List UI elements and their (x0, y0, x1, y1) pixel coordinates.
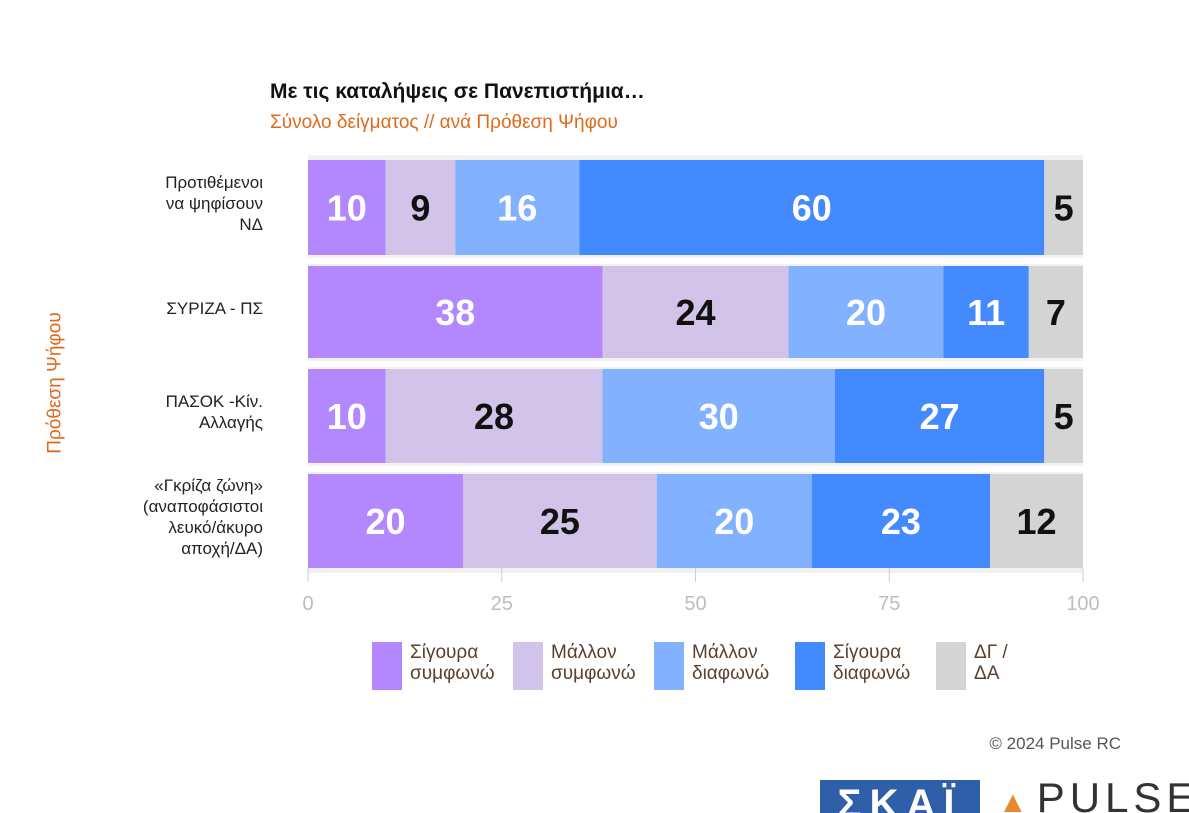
bar-segment (602, 369, 835, 463)
skai-logo: ΣΚΑΪ (820, 780, 980, 813)
legend-swatch (513, 642, 543, 690)
legend-label: Σίγουρα διαφωνώ (833, 642, 911, 684)
bar-segment (811, 474, 990, 568)
bar-segment (385, 160, 456, 255)
chart-subtitle: Σύνολο δείγματος // ανά Πρόθεση Ψήφου (270, 112, 618, 133)
x-tick-label: 0 (302, 593, 313, 615)
x-tick-label: 75 (878, 593, 900, 615)
pulse-logo-text: PULSE (1036, 774, 1189, 813)
category-label: ΠΑΣΟΚ -Κίν. Αλλαγής (165, 392, 263, 432)
bar-segment (1044, 369, 1083, 463)
legend-swatch (795, 642, 825, 690)
data-label: 60 (792, 188, 832, 229)
bar-segment (1044, 160, 1083, 255)
data-label: 25 (540, 501, 580, 542)
legend-item: Μάλλον συμφωνώ (513, 642, 650, 690)
data-label: 16 (497, 188, 537, 229)
bar-segment (385, 369, 603, 463)
legend-label: Σίγουρα συμφωνώ (410, 642, 495, 684)
bar-segment (455, 160, 580, 255)
bar-segment (308, 474, 463, 568)
legend-item: Σίγουρα διαφωνώ (795, 642, 932, 690)
x-tick-label: 100 (1066, 593, 1099, 615)
data-label: 20 (714, 501, 754, 542)
logos-strip: ΣΚΑΪ ▲PULSE (820, 774, 1189, 813)
bar-segment (1028, 266, 1083, 358)
flame-icon: ▲ (998, 786, 1033, 813)
x-tick-label: 25 (491, 593, 513, 615)
data-label: 12 (1016, 501, 1056, 542)
copyright-text: © 2024 Pulse RC (989, 734, 1121, 753)
legend-swatch (654, 642, 684, 690)
category-label: «Γκρίζα ζώνη» (αναποφάσιστοι λευκό/άκυρο… (142, 476, 263, 558)
data-label: 38 (435, 292, 475, 333)
bar-segment (463, 474, 657, 568)
category-label: ΣΥΡΙΖΑ - ΠΣ (166, 298, 263, 318)
legend-swatch (372, 642, 402, 690)
chart-title: Με τις καταλήψεις σε Πανεπιστήμια… (270, 80, 645, 103)
data-label: 7 (1046, 292, 1066, 333)
legend-item: Σίγουρα συμφωνώ (372, 642, 509, 690)
bar-segment (308, 369, 386, 463)
x-tick-label: 50 (684, 593, 706, 615)
legend-label: Μάλλον συμφωνώ (551, 642, 636, 684)
bar-segment (308, 266, 603, 358)
bar-segment (656, 474, 812, 568)
legend: Σίγουρα συμφωνώ Μάλλον συμφωνώ Μάλλον διαφ… (372, 642, 1026, 690)
data-label: 9 (410, 188, 430, 229)
bar-segment (835, 369, 1045, 463)
bar-segment (943, 266, 1029, 358)
bar-segment (602, 266, 789, 358)
data-label: 24 (675, 292, 715, 333)
data-label: 20 (365, 501, 405, 542)
data-label: 28 (474, 396, 514, 437)
data-label: 23 (881, 501, 921, 542)
category-label: Προτιθέμενοι να ψηφίσουν ΝΔ (165, 173, 263, 234)
data-label: 27 (920, 396, 960, 437)
legend-item: ΔΓ / ΔΑ (936, 642, 1026, 690)
data-label: 20 (846, 292, 886, 333)
data-label: 5 (1054, 396, 1074, 437)
data-label: 30 (699, 396, 739, 437)
legend-item: Μάλλον διαφωνώ (654, 642, 791, 690)
bar-segment (308, 160, 386, 255)
bar-segment (788, 266, 944, 358)
pulse-logo: ▲PULSE (998, 774, 1189, 813)
data-label: 10 (327, 188, 367, 229)
legend-label: ΔΓ / ΔΑ (974, 642, 1008, 684)
data-label: 5 (1054, 188, 1074, 229)
data-label: 10 (327, 396, 367, 437)
legend-label: Μάλλον διαφωνώ (692, 642, 770, 684)
data-label: 11 (967, 292, 1005, 333)
bar-segment (579, 160, 1045, 255)
legend-swatch (936, 642, 966, 690)
bar-segment (990, 474, 1083, 568)
